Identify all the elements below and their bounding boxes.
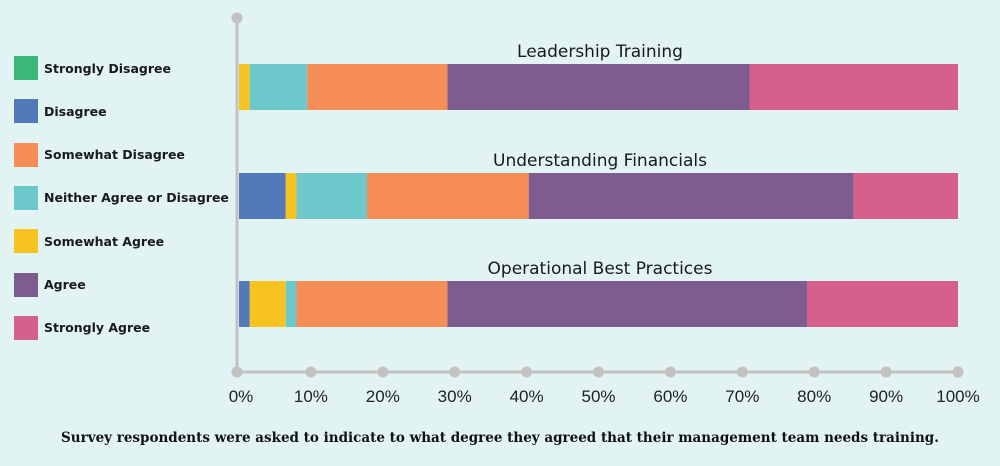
x-tick-label: 20% (366, 387, 400, 406)
x-tick-label: 50% (581, 387, 615, 406)
legend-item: Strongly Disagree (14, 56, 171, 80)
bar-segment (239, 173, 286, 219)
bar-segment (285, 173, 297, 219)
bar-title: Leadership Training (517, 42, 683, 62)
legend-label: Disagree (44, 103, 107, 119)
bar-segment (366, 173, 529, 219)
x-tick-mark (521, 366, 533, 378)
legend-label: Strongly Agree (44, 320, 151, 336)
x-tick-mark (664, 366, 676, 378)
legend-label: Somewhat Disagree (44, 147, 185, 163)
legend-label: Neither Agree or Disagree (44, 190, 229, 206)
x-tick-label: 100% (936, 387, 979, 406)
bar-segment (285, 281, 297, 327)
x-tick-label: 40% (510, 387, 544, 406)
bar-segment (807, 281, 958, 327)
x-tick-mark (736, 366, 748, 378)
x-tick-label: 30% (438, 387, 472, 406)
bar-segment (528, 173, 854, 219)
bar-segment (853, 173, 958, 219)
x-tick-label: 90% (869, 387, 903, 406)
bar-segment (307, 64, 448, 110)
bar-segment (249, 281, 286, 327)
bar-segment (239, 64, 250, 110)
legend-swatch (14, 142, 38, 167)
x-tick-mark (952, 366, 964, 378)
bar-title: Understanding Financials (493, 151, 707, 171)
bar-segment (239, 281, 250, 327)
legend-swatch (14, 185, 38, 210)
legend-item: Strongly Agree (14, 315, 151, 340)
legend-item: Somewhat Agree (14, 229, 165, 254)
x-tick-label: 10% (294, 387, 328, 406)
bar-segment (296, 281, 448, 327)
x-tick-mark (449, 366, 461, 378)
legend-label: Agree (44, 277, 86, 292)
legend-item: Somewhat Disagree (14, 142, 185, 167)
legend-swatch (14, 315, 38, 340)
x-tick-mark (231, 366, 243, 378)
legend-swatch (14, 56, 38, 80)
chart-caption: Survey respondents were asked to indicat… (61, 430, 939, 446)
x-tick-label: 80% (797, 387, 831, 406)
legend-item: Neither Agree or Disagree (14, 185, 229, 210)
bar-segment (447, 281, 808, 327)
bar-segment (447, 64, 750, 110)
bar-segment (749, 64, 958, 110)
stacked-bar-chart: 0% 10% 20% 30% 40% 50% 60% 70% 80% 90% 100% Leaders… (229, 12, 980, 406)
bar-title: Operational Best Practices (488, 259, 713, 279)
legend-swatch (14, 272, 38, 297)
x-tick-mark (305, 366, 317, 378)
bar-segment (249, 64, 308, 110)
x-tick-mark (808, 366, 820, 378)
bar-segment (296, 173, 367, 219)
legend-item: Disagree (14, 99, 107, 124)
legend-swatch (14, 99, 38, 124)
x-tick-mark (377, 366, 389, 378)
x-tick-label: 0% (229, 387, 254, 406)
legend-label: Somewhat Agree (44, 233, 165, 249)
y-axis-cap (231, 12, 243, 24)
x-tick-label: 70% (725, 387, 759, 406)
legend-item: Agree (14, 272, 86, 297)
x-tick-mark (593, 366, 604, 378)
legend-label: Strongly Disagree (44, 60, 171, 76)
x-tick-mark (880, 366, 892, 378)
x-tick-label: 60% (653, 387, 687, 406)
legend-swatch (14, 229, 38, 254)
